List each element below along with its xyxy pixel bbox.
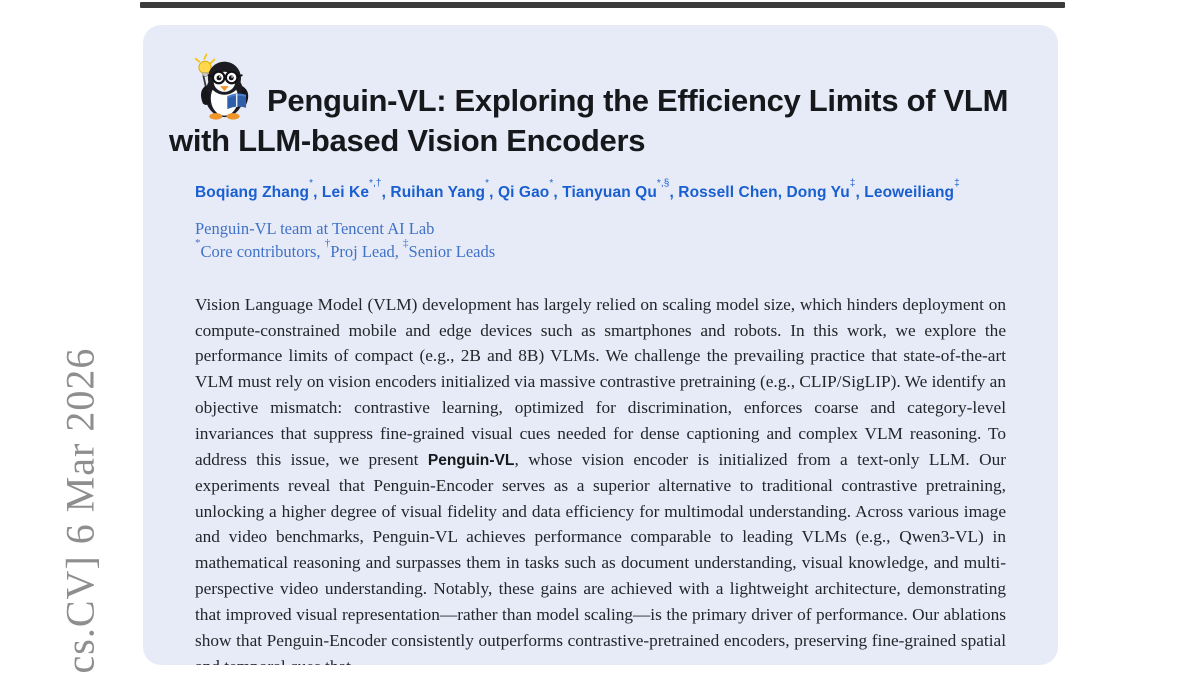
author-separator: , xyxy=(777,184,787,202)
author-name: Dong Yu xyxy=(786,184,850,202)
role-label: Core contributors, xyxy=(200,242,325,262)
role-label: Proj Lead, xyxy=(330,242,404,262)
author-affiliation-mark: ‡ xyxy=(954,177,960,189)
author-separator: , xyxy=(855,184,865,202)
author-affiliation-mark: * xyxy=(549,177,554,189)
author-name: Boqiang Zhang xyxy=(195,184,310,202)
author-separator: , xyxy=(669,184,679,202)
role-mark: † xyxy=(324,236,331,249)
penguin-with-lightbulb-and-book-icon xyxy=(187,53,259,125)
author-name: Ruihan Yang xyxy=(390,184,486,202)
page-top-rule xyxy=(140,2,1065,8)
abstract-segment-2: , whose vision encoder is initialized fr… xyxy=(195,449,1006,665)
role-mark: * xyxy=(195,236,201,249)
title-block: Penguin-VL: Exploring the Efficiency Lim… xyxy=(169,53,1032,160)
abstract-model-name: Penguin-VL xyxy=(427,451,515,469)
authors-list: Boqiang Zhang*, Lei Ke*,†, Ruihan Yang*,… xyxy=(195,178,1032,203)
role-mark: ‡ xyxy=(403,236,409,249)
author-affiliation-mark: * xyxy=(309,177,314,189)
author-name: Rossell Chen xyxy=(678,184,778,202)
affiliation-roles: *Core contributors, †Proj Lead, ‡Senior … xyxy=(195,236,1032,263)
author-name: Tianyuan Qu xyxy=(562,184,657,202)
author-separator: , xyxy=(381,184,391,202)
author-affiliation-mark: ‡ xyxy=(849,177,856,189)
author-separator: , xyxy=(553,184,563,202)
affiliation-team: Penguin-VL team at Tencent AI Lab xyxy=(195,218,435,238)
author-name: Leoweiliang xyxy=(864,184,955,202)
author-name: Qi Gao xyxy=(497,184,550,202)
arxiv-identifier-stamp: cs.CV] 6 Mar 2026 xyxy=(57,347,103,674)
author-affiliation-mark: *,† xyxy=(369,177,382,189)
abstract-segment-1: Vision Language Model (VLM) development … xyxy=(195,294,1006,469)
author-affiliation-mark: * xyxy=(485,177,490,189)
abstract-text: Vision Language Model (VLM) development … xyxy=(195,292,1006,665)
author-separator: , xyxy=(313,184,322,202)
role-label: Senior Leads xyxy=(408,242,496,262)
author-separator: , xyxy=(489,184,498,202)
author-name: Lei Ke xyxy=(321,184,370,202)
paper-preview-card: Penguin-VL: Exploring the Efficiency Lim… xyxy=(143,25,1058,665)
page-title: Penguin-VL: Exploring the Efficiency Lim… xyxy=(169,83,1009,158)
author-affiliation-mark: *,§ xyxy=(656,177,670,189)
